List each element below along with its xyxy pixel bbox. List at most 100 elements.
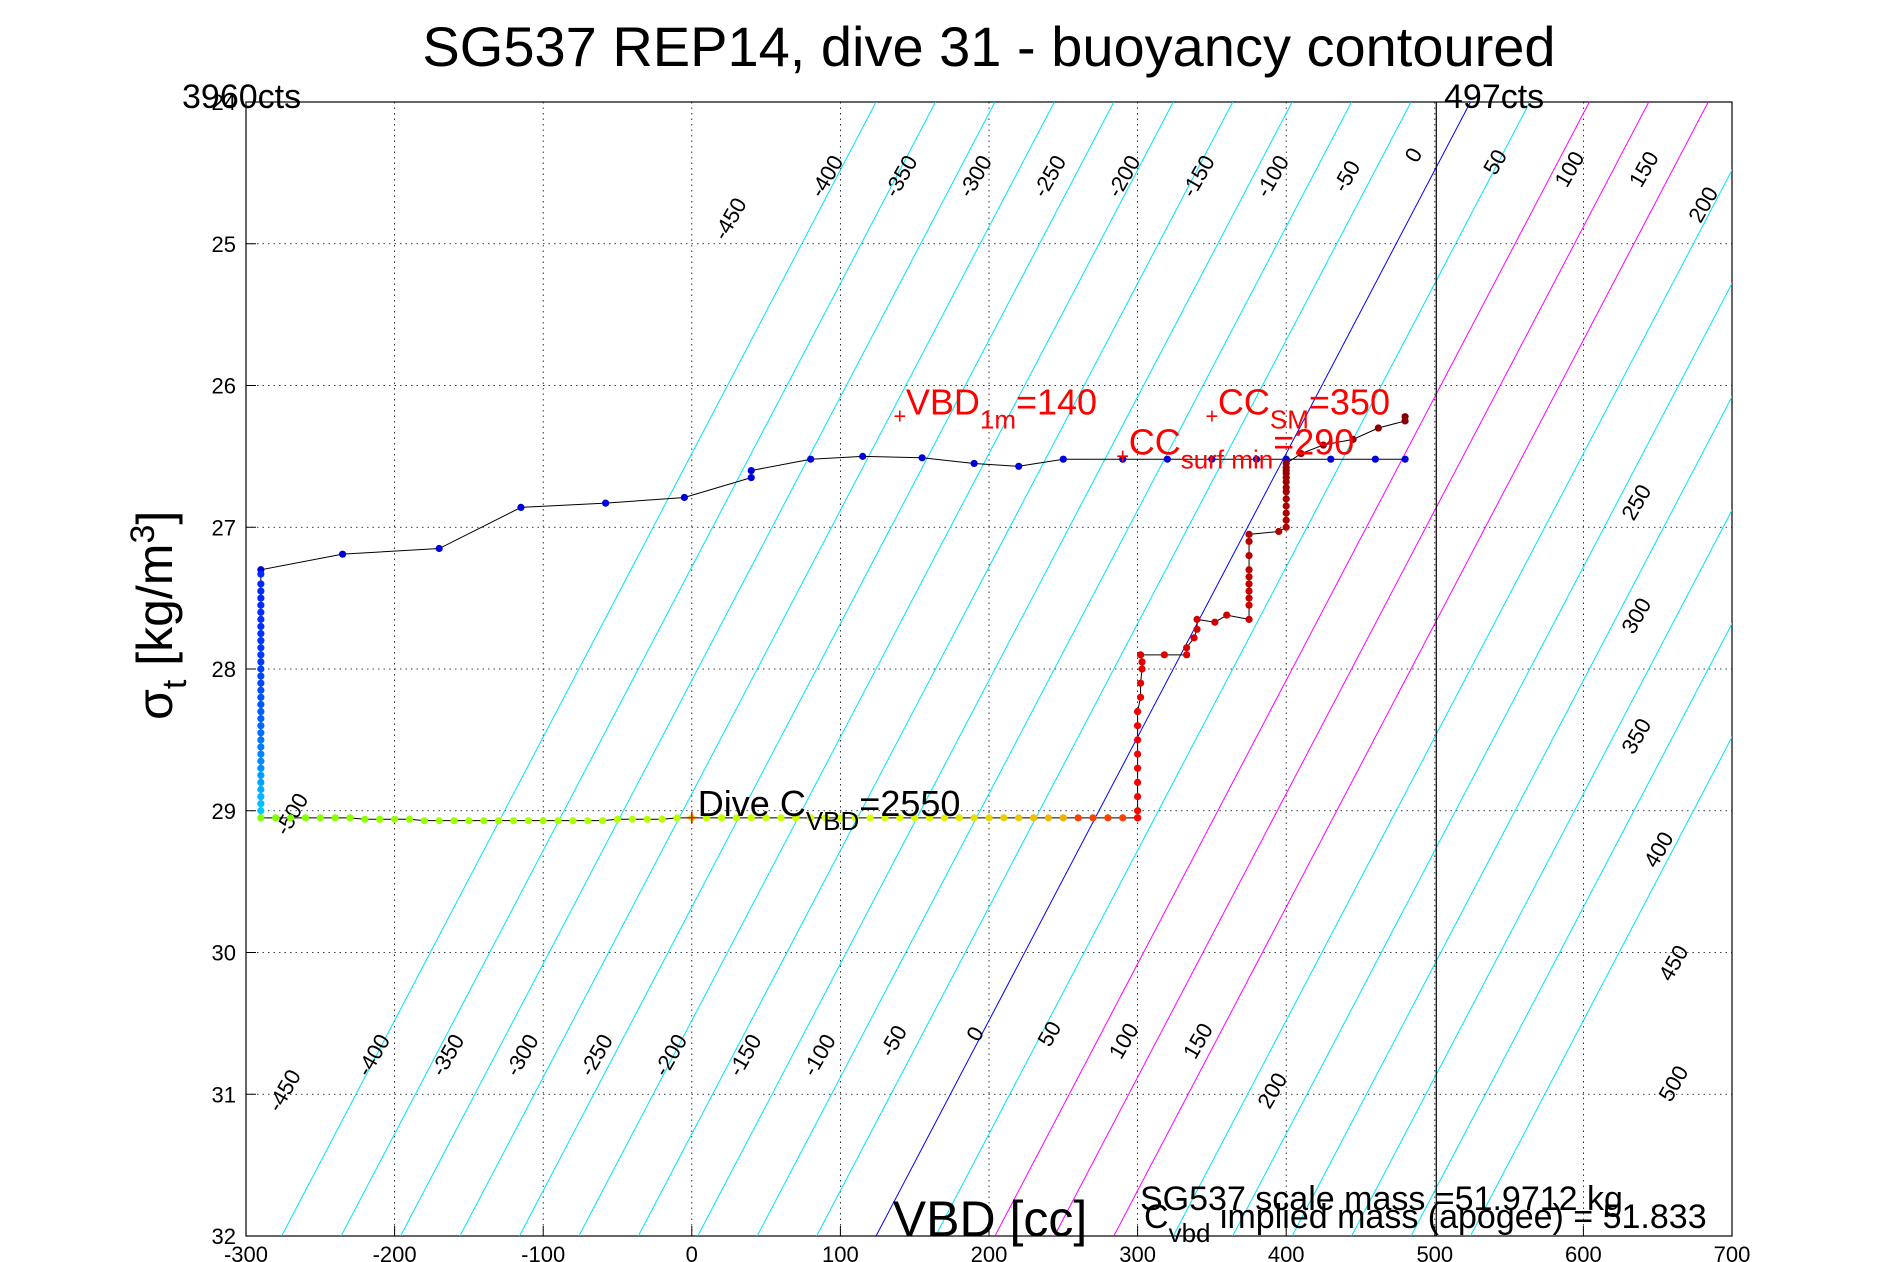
dive-point	[1074, 814, 1082, 822]
dive-point	[703, 814, 711, 822]
chart-title: SG537 REP14, dive 31 - buoyancy contoure…	[422, 15, 1555, 78]
dive-point	[1183, 644, 1191, 652]
dive-point	[1134, 807, 1142, 815]
dive-point	[257, 672, 265, 680]
contour-line	[1172, 168, 1732, 1236]
dive-point	[1134, 764, 1142, 772]
annotation-marker: +	[1116, 443, 1129, 468]
annotation-value: =350	[1309, 382, 1390, 423]
annotation-value: =290	[1273, 421, 1354, 462]
dive-point	[1183, 651, 1191, 659]
dive-point	[970, 459, 978, 468]
dive-point	[836, 814, 845, 822]
dive-point	[747, 466, 755, 475]
dive-point	[628, 815, 636, 823]
dive-point	[361, 815, 369, 823]
dive-point	[257, 764, 265, 772]
contour-line	[281, 102, 877, 1236]
contour-line	[816, 102, 1412, 1236]
footer-implied-mass: Cvbd implied mass (apogee) = 51.833	[1144, 1198, 1707, 1248]
annotations: + VBD1m=140 + CCSM=350+ CCsurf min=290+ Dive …	[685, 382, 1390, 836]
dive-point	[747, 474, 755, 482]
dive-point	[717, 814, 726, 822]
contour-line	[875, 102, 1471, 1236]
dive-point	[866, 814, 874, 822]
dive-point	[257, 693, 265, 701]
dive-point	[257, 700, 265, 709]
annotation-value: =2550	[859, 783, 960, 824]
corner-left-counts: 3960cts	[182, 78, 301, 116]
dive-point	[1245, 594, 1253, 602]
annotation-main: CC	[1218, 382, 1270, 423]
dive-point	[807, 455, 815, 463]
y-axis-label-unit: [kg/m	[127, 544, 183, 680]
dive-point	[1134, 778, 1142, 787]
dive-point	[257, 651, 265, 659]
dive-point	[1059, 455, 1067, 463]
dive-point	[257, 736, 265, 744]
x-tick-label: 500	[1416, 1242, 1453, 1262]
dive-point	[1136, 693, 1145, 701]
dive-point	[495, 817, 503, 825]
dive-point	[257, 580, 265, 588]
dive-point	[1119, 814, 1127, 822]
y-tick-label: 28	[212, 657, 236, 682]
dive-point	[1193, 615, 1201, 623]
dive-point	[1015, 814, 1023, 822]
annotation-sub: 1m	[980, 405, 1016, 435]
dive-point	[1282, 495, 1290, 503]
y-axis-label-sub: t	[156, 679, 194, 689]
footer-c-sub: vbd	[1169, 1218, 1211, 1248]
dive-point	[1134, 814, 1142, 822]
dive-point	[1134, 722, 1142, 730]
x-tick-label: 0	[686, 1242, 698, 1262]
footer-c: C	[1144, 1198, 1169, 1236]
y-tick-label: 27	[212, 515, 236, 540]
dive-point	[1136, 679, 1145, 687]
dive-point	[257, 629, 265, 638]
dive-point	[985, 814, 993, 822]
dive-point	[257, 743, 265, 751]
annotation-marker: +	[893, 404, 906, 429]
dive-point	[688, 814, 696, 822]
annotation-sub: SM	[1270, 405, 1309, 435]
dive-point	[257, 814, 265, 822]
x-tick-label: -200	[373, 1242, 417, 1262]
dive-point	[1193, 625, 1201, 633]
dive-point	[1119, 455, 1127, 463]
dive-point	[1000, 814, 1008, 822]
dive-point	[257, 679, 265, 687]
dive-point	[257, 792, 265, 801]
dive-point	[1282, 516, 1290, 524]
dive-point	[1134, 707, 1142, 716]
annotation-label: CCsurf min=290	[1129, 421, 1355, 474]
dive-point	[1211, 618, 1219, 626]
y-tick-label: 31	[212, 1082, 236, 1107]
dive-point	[1282, 509, 1290, 517]
dive-point	[599, 817, 607, 825]
dive-point	[881, 814, 889, 822]
dive-point	[1245, 552, 1253, 560]
dive-point	[257, 800, 265, 808]
dive-point	[1282, 502, 1290, 510]
dive-point	[821, 814, 830, 822]
y-axis-label-main: σ	[127, 689, 183, 720]
dive-point	[257, 622, 265, 631]
dive-point	[970, 814, 978, 822]
dive-point	[346, 814, 354, 822]
dive-point	[257, 637, 265, 645]
dive-point	[286, 814, 295, 822]
dive-point	[405, 815, 414, 823]
x-tick-label: 600	[1565, 1242, 1602, 1262]
dive-point	[450, 817, 458, 825]
y-axis-label-close: ]	[127, 511, 183, 525]
dive-point	[257, 608, 265, 616]
dive-point	[509, 817, 518, 825]
x-tick-label: 400	[1268, 1242, 1305, 1262]
dive-point	[1160, 651, 1168, 659]
contour-line	[1410, 622, 1732, 1236]
dive-point	[859, 452, 867, 460]
contour-line	[1232, 282, 1732, 1236]
annotation-main: Dive C	[698, 783, 806, 824]
contour-line	[1351, 509, 1732, 1236]
